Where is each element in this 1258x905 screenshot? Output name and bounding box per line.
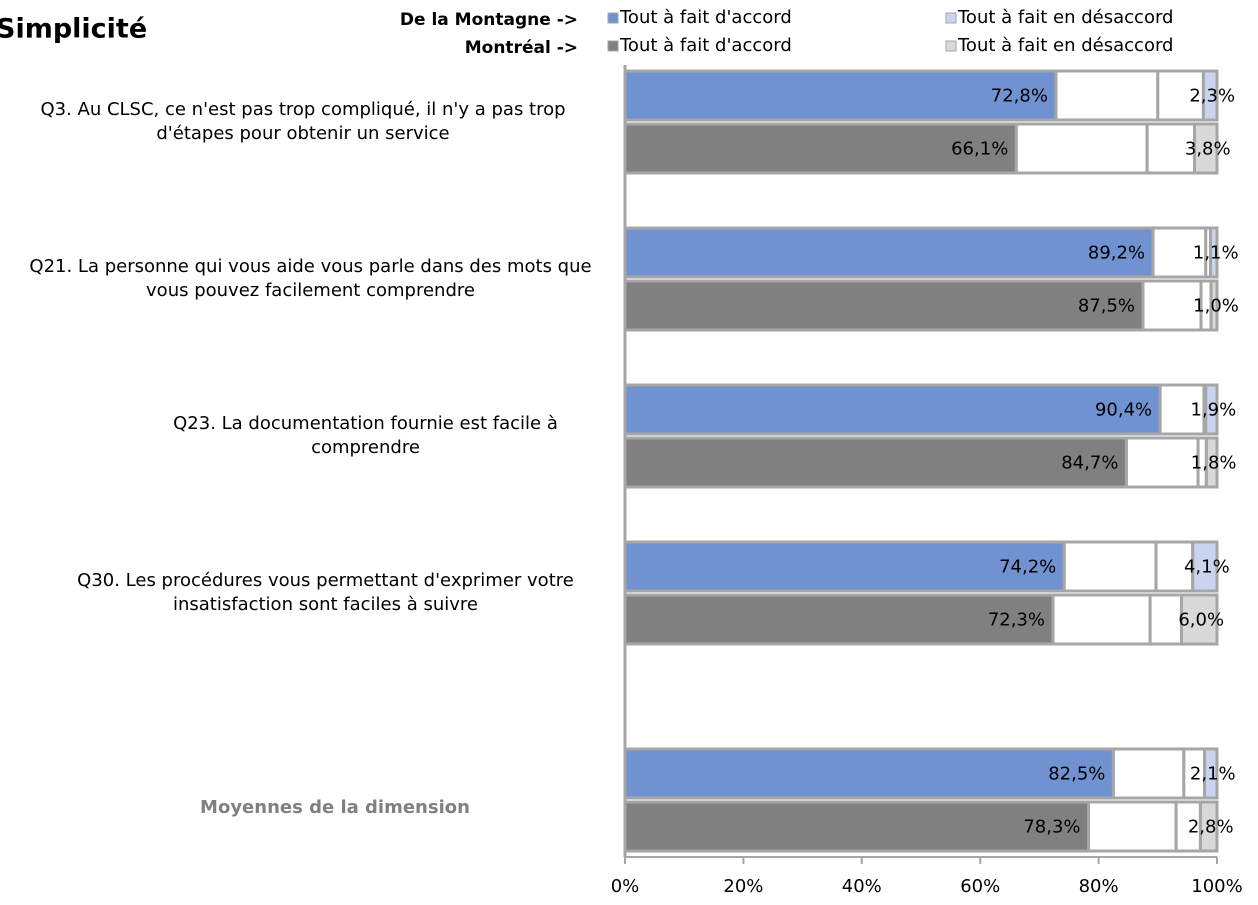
bar-segment [623, 226, 1155, 279]
bar-segment [1204, 436, 1219, 489]
bar-segment [1014, 122, 1149, 175]
value-label: 78,3% [1023, 817, 1080, 838]
bar-segment [1193, 122, 1219, 175]
legend-marker [945, 40, 957, 52]
bar-segment [1158, 383, 1206, 436]
value-label: 2,8% [1188, 817, 1234, 838]
value-label: 1,1% [1193, 243, 1239, 264]
legend-group-label: Montréal -> [465, 38, 578, 58]
category-label: Q21. La personne qui vous aide vous parl… [29, 256, 592, 301]
bar-segment [1111, 747, 1186, 800]
value-label: 2,1% [1190, 764, 1236, 785]
bar-segment [1203, 747, 1219, 800]
value-label: 1,9% [1191, 400, 1237, 421]
value-label: 84,7% [1061, 453, 1118, 474]
value-label: 3,8% [1185, 139, 1231, 160]
legend-label: Tout à fait d'accord [619, 35, 792, 56]
legend-label: Tout à fait en désaccord [957, 7, 1173, 28]
bar-segment [1209, 279, 1219, 332]
bar-segment [1179, 593, 1219, 646]
value-label: 87,5% [1078, 296, 1135, 317]
bar-segment [1051, 593, 1152, 646]
x-tick-label: 0% [611, 876, 640, 897]
value-label: 6,0% [1178, 610, 1224, 631]
bar-segment [1208, 226, 1219, 279]
x-tick-label: 100% [1191, 876, 1242, 897]
legend-marker [607, 40, 619, 52]
bar-segment [1201, 69, 1219, 122]
category-label: Moyennes de la dimension [200, 797, 470, 818]
bar-segment [1148, 593, 1183, 646]
x-tick-label: 20% [723, 876, 763, 897]
legend-marker [945, 12, 957, 24]
bar-segment [623, 279, 1145, 332]
value-label: 4,1% [1184, 557, 1230, 578]
category-label: Q3. Au CLSC, ce n'est pas trop compliqué… [40, 99, 566, 144]
value-label: 90,4% [1095, 400, 1152, 421]
bar-segment [1154, 540, 1195, 593]
bar-segment [1124, 436, 1200, 489]
bar-segment [1054, 69, 1160, 122]
x-tick-label: 40% [842, 876, 882, 897]
category-label: Q23. La documentation fournie est facile… [173, 413, 558, 458]
x-tick-label: 60% [960, 876, 1000, 897]
value-label: 1,0% [1193, 296, 1239, 317]
chart-title: Simplicité [0, 14, 147, 45]
bar-segment [623, 122, 1018, 175]
bar-segment [1087, 800, 1178, 853]
bar-segment [1204, 383, 1219, 436]
value-label: 74,2% [999, 557, 1056, 578]
value-label: 66,1% [951, 139, 1008, 160]
bar-segment [1174, 800, 1202, 853]
bar-segment [623, 436, 1128, 489]
legend-marker [607, 12, 619, 24]
legend-label: Tout à fait en désaccord [957, 35, 1173, 56]
bar-segment [1062, 540, 1158, 593]
bar-segment [623, 747, 1115, 800]
category-label: Q30. Les procédures vous permettant d'ex… [77, 570, 574, 615]
bar-segment [623, 800, 1091, 853]
legend-group-label: De la Montagne -> [400, 10, 578, 30]
value-label: 72,3% [988, 610, 1045, 631]
value-label: 2,3% [1189, 86, 1235, 107]
bar-segment [623, 383, 1162, 436]
legend-label: Tout à fait d'accord [619, 7, 792, 28]
value-label: 89,2% [1088, 243, 1145, 264]
value-label: 72,8% [991, 86, 1048, 107]
value-label: 82,5% [1048, 764, 1105, 785]
bar-segment [1191, 540, 1219, 593]
value-label: 1,8% [1191, 453, 1237, 474]
x-tick-label: 80% [1079, 876, 1119, 897]
bar-segment [1151, 226, 1208, 279]
bar-segment [1198, 800, 1219, 853]
